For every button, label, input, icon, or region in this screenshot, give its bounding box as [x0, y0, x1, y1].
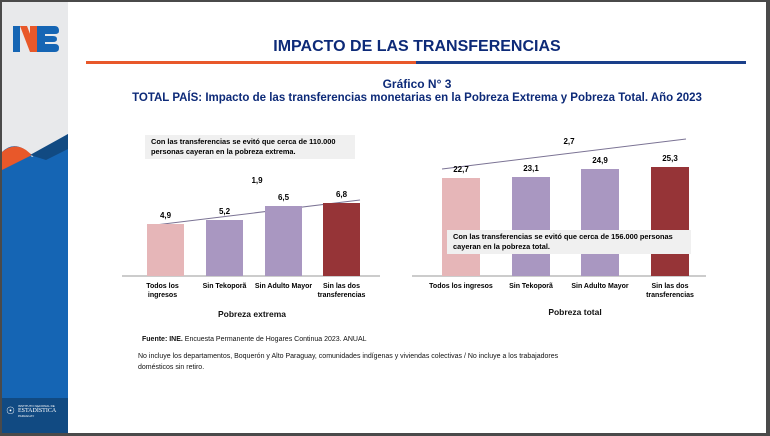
page-title: IMPACTO DE LAS TRANSFERENCIAS — [273, 38, 561, 55]
bar — [442, 178, 480, 276]
institution-line1: INSTITUTO NACIONAL DE — [17, 404, 55, 408]
bar — [147, 223, 184, 276]
data-label: 23,1 — [523, 163, 539, 173]
sidebar: ☉ INSTITUTO NACIONAL DE ESTADÍSTICA PARA… — [2, 2, 68, 433]
category-label: Sin Adulto Mayor — [571, 283, 629, 290]
title-underline-orange — [86, 61, 416, 64]
chart-title: Pobreza extrema — [217, 309, 287, 319]
category-label: Sin Tekoporã — [509, 283, 553, 290]
trend-label: 1,9 — [251, 176, 263, 185]
sidebar-decoration — [2, 134, 68, 433]
data-label: 6,5 — [277, 193, 290, 203]
institution-logo: ☉ INSTITUTO NACIONAL DE ESTADÍSTICA PARA… — [6, 404, 56, 419]
institution-line3: PARAGUAY — [17, 414, 35, 418]
trend-line — [441, 138, 687, 170]
bar — [265, 206, 302, 276]
source-label: Fuente: INE. — [142, 336, 183, 343]
category-label: Todos los ingresos — [429, 283, 493, 290]
data-label: 24,9 — [592, 155, 608, 165]
category-label: Sin las dos transferencias — [317, 283, 366, 299]
data-label: 4,9 — [159, 210, 172, 220]
institution-line2: ESTADÍSTICA — [17, 408, 57, 414]
annotation-note: Con las transferencias se evitó que cerc… — [145, 135, 355, 159]
bar — [512, 176, 550, 276]
bar — [581, 168, 619, 276]
data-label: 22,7 — [453, 165, 469, 175]
trend-label: 2,7 — [563, 137, 575, 146]
category-label: Todos los ingresos — [146, 283, 179, 299]
title-underline-blue — [416, 61, 746, 64]
source-text: Encuesta Permanente de Hogares Continua … — [184, 336, 367, 343]
source-line: Fuente: INE. Encuesta Permanente de Hoga… — [142, 336, 367, 343]
chart-title: Pobreza total — [548, 307, 602, 317]
category-label: Sin las dos transferencias — [646, 283, 694, 299]
data-label: 5,2 — [218, 207, 231, 217]
bar — [206, 220, 243, 276]
data-label: 6,8 — [335, 190, 348, 200]
bar — [651, 167, 689, 276]
category-label: Sin Tekoporã — [202, 283, 247, 290]
ine-logo — [13, 26, 59, 52]
category-label: Sin Adulto Mayor — [254, 283, 313, 290]
footer-note: No incluye los departamentos, Boquerón y… — [138, 353, 559, 371]
graph-subtitle: TOTAL PAÍS: Impacto de las transferencia… — [132, 92, 702, 104]
data-label: 25,3 — [662, 154, 678, 164]
bar — [323, 203, 360, 276]
annotation-note: Con las transferencias se evitó que cerc… — [447, 230, 691, 254]
graph-number: Gráfico N° 3 — [382, 77, 452, 91]
seal-icon: ☉ — [6, 406, 15, 417]
